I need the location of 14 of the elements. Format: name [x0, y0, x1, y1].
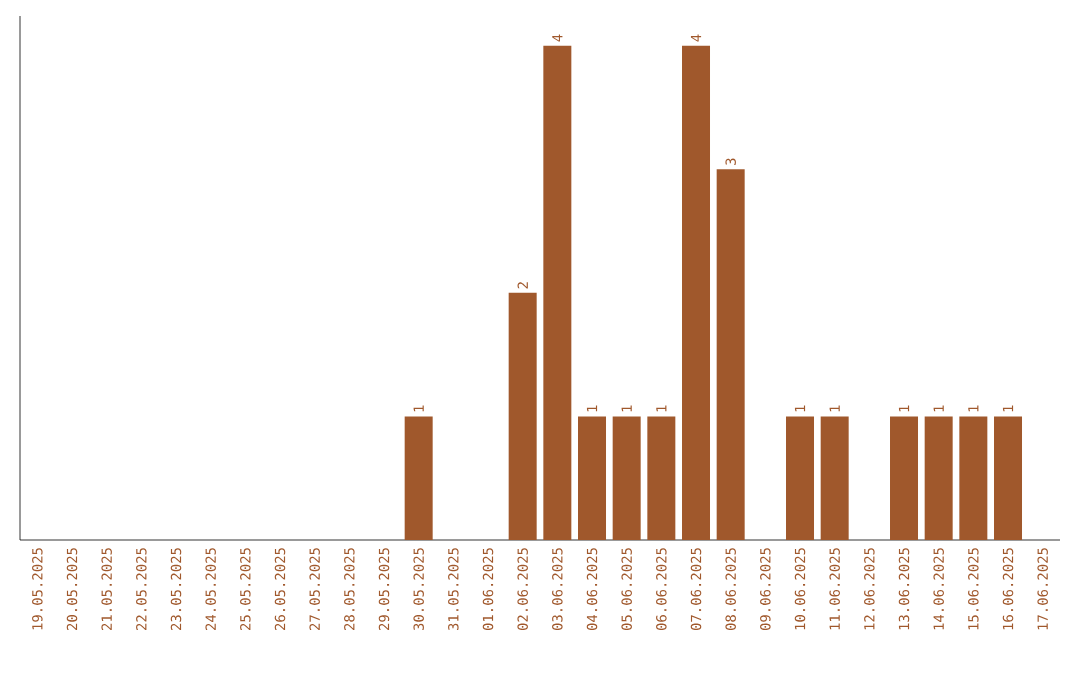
bar — [959, 416, 988, 540]
bar — [786, 416, 815, 540]
bar — [508, 292, 537, 540]
bar — [578, 416, 607, 540]
bar — [820, 416, 849, 540]
bar — [404, 416, 433, 540]
bar — [647, 416, 676, 540]
bar — [682, 45, 711, 540]
bar — [994, 416, 1023, 540]
bar — [716, 169, 745, 540]
bar — [924, 416, 953, 540]
bar — [612, 416, 641, 540]
bar — [890, 416, 919, 540]
bar — [543, 45, 572, 540]
